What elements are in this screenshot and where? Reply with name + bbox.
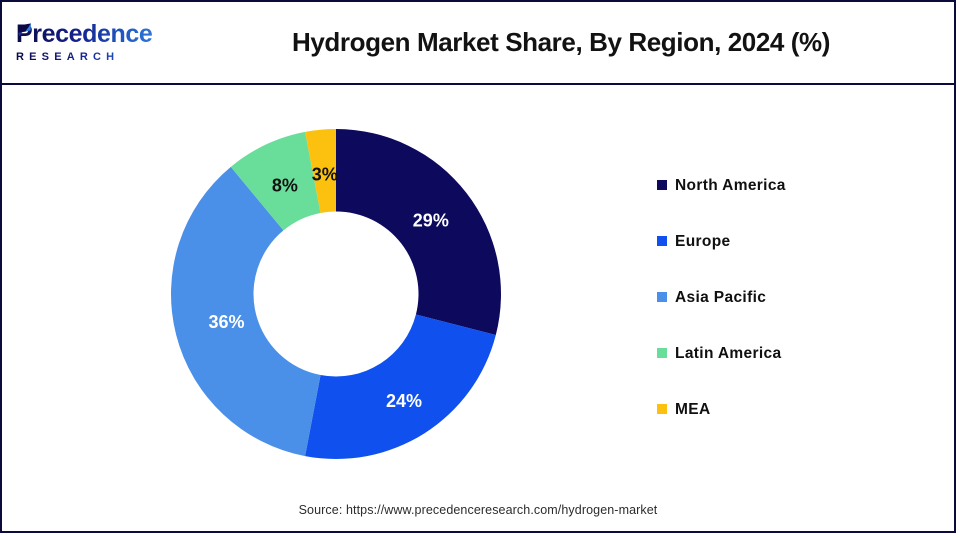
donut-label-europe: 24% bbox=[386, 391, 422, 411]
legend-item-europe[interactable]: Europe bbox=[657, 232, 786, 250]
chart-body: 29% 24% 36% 8% 3% North America Europe Asia … bbox=[2, 85, 954, 531]
chart-header: Precedence RESEARCH Hydrogen Market Shar… bbox=[2, 2, 954, 85]
legend-item-label: Europe bbox=[675, 232, 731, 250]
donut-slice-mea bbox=[305, 129, 336, 213]
donut-slice-north-america bbox=[336, 129, 501, 336]
donut-label-mea: 3% bbox=[312, 165, 338, 185]
brand-name: Precedence bbox=[16, 22, 174, 47]
legend-swatch-icon bbox=[657, 180, 667, 190]
legend-swatch-icon bbox=[657, 404, 667, 414]
legend-swatch-icon bbox=[657, 236, 667, 246]
brand-logo: Precedence RESEARCH bbox=[2, 22, 174, 64]
folded-leaf-mark-icon bbox=[18, 23, 31, 37]
donut-label-asia-pacific: 36% bbox=[209, 312, 245, 332]
legend-item-label: Asia Pacific bbox=[675, 288, 767, 306]
brand-subtitle: RESEARCH bbox=[16, 51, 174, 63]
legend-item-mea[interactable]: MEA bbox=[657, 400, 786, 418]
donut-slice-asia-pacific bbox=[171, 166, 321, 457]
donut-chart: 29% 24% 36% 8% 3% bbox=[171, 129, 501, 459]
legend-item-asia-pacific[interactable]: Asia Pacific bbox=[657, 288, 786, 306]
legend-swatch-icon bbox=[657, 292, 667, 302]
donut-slice-latin-america bbox=[230, 131, 321, 231]
legend-swatch-icon bbox=[657, 348, 667, 358]
chart-legend: North America Europe Asia Pacific Latin … bbox=[657, 176, 786, 460]
legend-item-label: North America bbox=[675, 176, 786, 194]
legend-item-label: Latin America bbox=[675, 344, 782, 362]
source-caption: Source: https://www.precedenceresearch.c… bbox=[298, 503, 658, 517]
legend-item-north-america[interactable]: North America bbox=[657, 176, 786, 194]
legend-item-latin-america[interactable]: Latin America bbox=[657, 344, 786, 362]
legend-item-label: MEA bbox=[675, 400, 711, 418]
donut-label-latin-america: 8% bbox=[272, 175, 298, 195]
donut-slice-europe bbox=[305, 314, 496, 459]
donut-label-north-america: 29% bbox=[413, 210, 449, 230]
page-title: Hydrogen Market Share, By Region, 2024 (… bbox=[291, 27, 831, 57]
